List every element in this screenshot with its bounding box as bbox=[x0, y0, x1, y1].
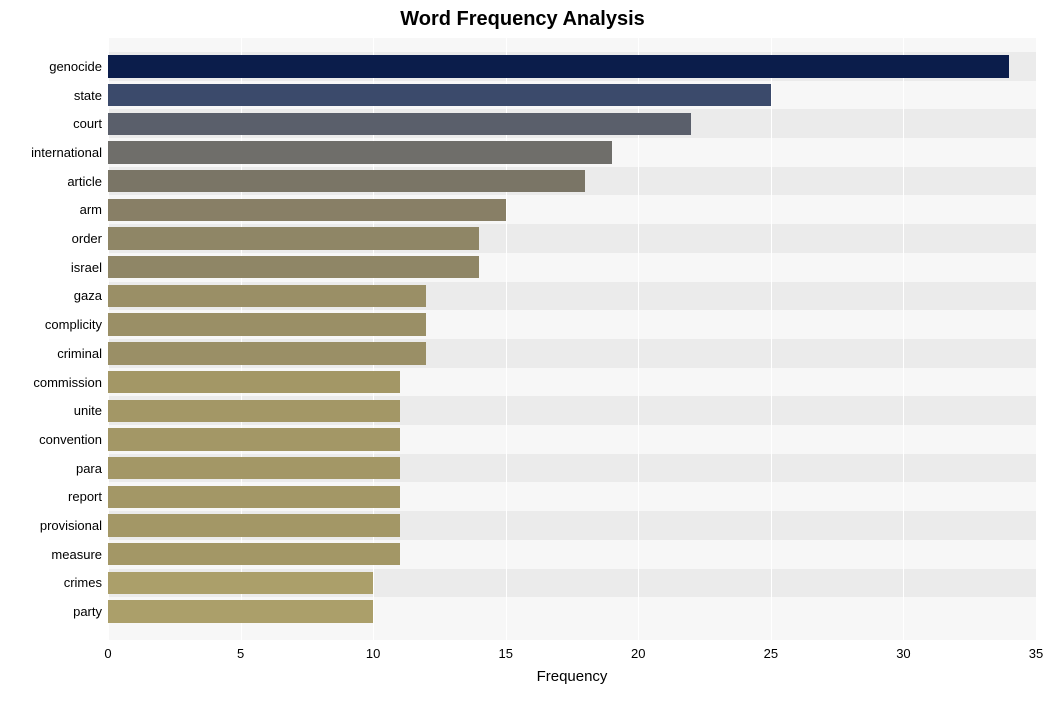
bar bbox=[108, 486, 400, 508]
bar bbox=[108, 428, 400, 450]
bar bbox=[108, 199, 506, 221]
y-axis-label: party bbox=[73, 604, 102, 619]
y-axis-label: crimes bbox=[64, 575, 102, 590]
y-axis-label: criminal bbox=[57, 346, 102, 361]
y-axis-label: report bbox=[68, 489, 102, 504]
x-tick-label: 5 bbox=[237, 646, 244, 661]
x-tick-label: 20 bbox=[631, 646, 645, 661]
y-axis-label: complicity bbox=[45, 317, 102, 332]
bar bbox=[108, 543, 400, 565]
grid-line bbox=[1036, 38, 1037, 640]
bar bbox=[108, 371, 400, 393]
bar bbox=[108, 170, 585, 192]
y-axis-label: arm bbox=[80, 202, 102, 217]
bar bbox=[108, 572, 373, 594]
chart-container: Word Frequency Analysis Frequency genoci… bbox=[0, 0, 1045, 701]
y-axis-label: convention bbox=[39, 432, 102, 447]
x-tick-label: 30 bbox=[896, 646, 910, 661]
bar bbox=[108, 457, 400, 479]
bar bbox=[108, 285, 426, 307]
bar bbox=[108, 400, 400, 422]
y-axis-label: article bbox=[67, 174, 102, 189]
y-axis-label: measure bbox=[51, 547, 102, 562]
bar bbox=[108, 600, 373, 622]
bar bbox=[108, 55, 1009, 77]
y-axis-label: state bbox=[74, 88, 102, 103]
grid-line bbox=[771, 38, 772, 640]
bar bbox=[108, 84, 771, 106]
bar bbox=[108, 514, 400, 536]
y-axis-label: international bbox=[31, 145, 102, 160]
x-tick-label: 25 bbox=[764, 646, 778, 661]
y-axis-label: provisional bbox=[40, 518, 102, 533]
bar bbox=[108, 256, 479, 278]
x-tick-label: 10 bbox=[366, 646, 380, 661]
y-axis-label: order bbox=[72, 231, 102, 246]
y-axis-label: israel bbox=[71, 260, 102, 275]
chart-title: Word Frequency Analysis bbox=[0, 8, 1045, 31]
x-tick-label: 35 bbox=[1029, 646, 1043, 661]
x-tick-label: 15 bbox=[498, 646, 512, 661]
bar bbox=[108, 141, 612, 163]
bar bbox=[108, 227, 479, 249]
plot-area bbox=[108, 38, 1036, 640]
x-axis-title: Frequency bbox=[108, 668, 1036, 685]
y-axis-label: court bbox=[73, 116, 102, 131]
y-axis-label: unite bbox=[74, 403, 102, 418]
y-axis-label: gaza bbox=[74, 288, 102, 303]
y-axis-label: genocide bbox=[49, 59, 102, 74]
bar bbox=[108, 342, 426, 364]
grid-line bbox=[903, 38, 904, 640]
y-axis-label: commission bbox=[33, 375, 102, 390]
bar bbox=[108, 113, 691, 135]
x-tick-label: 0 bbox=[104, 646, 111, 661]
bar bbox=[108, 313, 426, 335]
y-axis-label: para bbox=[76, 461, 102, 476]
